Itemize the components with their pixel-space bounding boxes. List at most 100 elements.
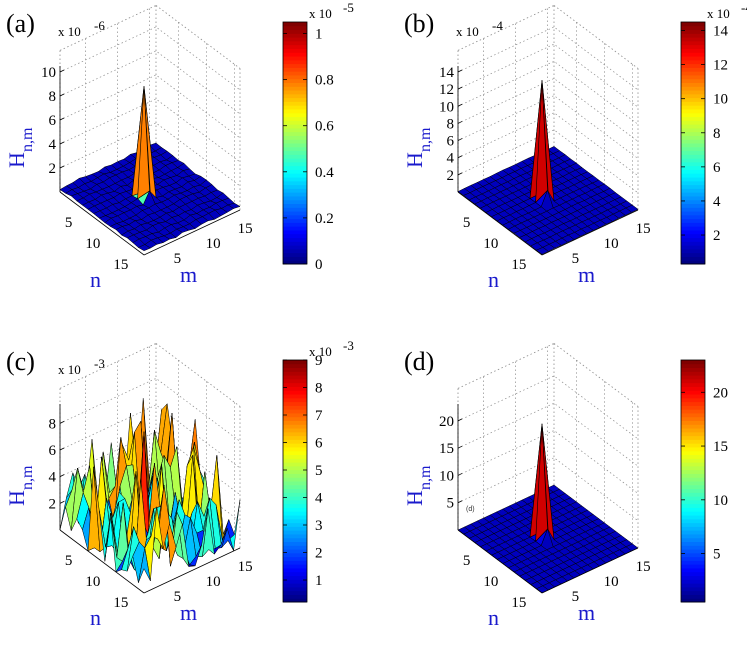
colorbar-step xyxy=(681,541,705,546)
colorbar-step xyxy=(681,22,705,27)
grid-walls xyxy=(457,343,639,548)
colorbar-step xyxy=(283,192,307,197)
colorbar-step xyxy=(681,484,705,490)
colorbar-step xyxy=(681,116,705,121)
z-tick-label: 10 xyxy=(41,65,56,81)
colorbar-step xyxy=(283,154,307,159)
colorbar-step xyxy=(283,93,307,99)
colorbar-step xyxy=(681,180,705,186)
z-axis-label: H xyxy=(4,490,29,506)
colorbar-step xyxy=(681,530,705,535)
colorbar-step xyxy=(681,405,705,410)
colorbar-step xyxy=(681,203,705,208)
colorbar-exponent-power: -4 xyxy=(741,0,747,15)
colorbar-step xyxy=(283,74,307,80)
colorbar-step xyxy=(681,552,705,558)
surface xyxy=(457,423,639,594)
panel-d: 5 10 15 20 5 10 15 5 10 15 Hn,m n m (d) (d) 5 10 15 20 xyxy=(402,343,728,630)
colorbar-step xyxy=(283,29,307,34)
colorbar-step xyxy=(681,184,705,189)
colorbar-step xyxy=(283,549,307,554)
colorbar-step xyxy=(283,67,307,72)
colorbar-step xyxy=(283,545,307,550)
colorbar-tick-label: 1 xyxy=(315,27,323,43)
colorbar-step xyxy=(283,165,307,170)
colorbar-step xyxy=(283,397,307,403)
axes: 5 10 15 20 5 10 15 5 10 15 xyxy=(439,404,651,611)
colorbar-step xyxy=(681,48,705,53)
z-tick-label: 10 xyxy=(439,99,454,115)
colorbar-step xyxy=(283,214,307,220)
colorbar-step xyxy=(283,556,307,561)
surface-facet xyxy=(535,423,548,543)
z-tick-label: 6 xyxy=(49,113,57,129)
colorbar-step xyxy=(681,154,705,159)
z-tick-label: 4 xyxy=(447,151,455,167)
colorbar-step xyxy=(283,462,307,467)
colorbar-step xyxy=(283,401,307,406)
colorbar-step xyxy=(283,473,307,478)
colorbar-step xyxy=(283,252,307,257)
colorbar-step xyxy=(283,124,307,129)
colorbar-step xyxy=(681,124,705,129)
colorbar-step xyxy=(681,507,705,512)
colorbar-step xyxy=(681,360,705,365)
z-tick-label: 5 xyxy=(447,496,455,512)
colorbar-tick-label: 0.6 xyxy=(315,119,334,135)
n-tick-label: 15 xyxy=(511,595,526,611)
colorbar-exponent: x 10 xyxy=(309,344,332,359)
z-tick-label: 15 xyxy=(439,441,454,457)
colorbar-step xyxy=(681,165,705,170)
colorbar-step xyxy=(681,567,705,573)
colorbar-tick-label: 10 xyxy=(713,493,728,509)
n-axis-label: n xyxy=(488,605,499,630)
colorbar-step xyxy=(681,44,705,49)
colorbar-step xyxy=(681,420,705,425)
colorbar-step xyxy=(283,108,307,114)
colorbar-step xyxy=(283,420,307,425)
z-tick-label: 8 xyxy=(49,89,57,105)
colorbar-step xyxy=(283,530,307,535)
colorbar-step xyxy=(681,237,705,242)
colorbar-step xyxy=(681,33,705,38)
colorbar-step xyxy=(681,82,705,87)
colorbar-tick-label: 6 xyxy=(713,160,721,176)
colorbar-step xyxy=(283,537,307,542)
colorbar-step xyxy=(681,207,705,212)
colorbar-step xyxy=(283,363,307,369)
colorbar-step xyxy=(283,233,307,239)
colorbar-step xyxy=(283,143,307,148)
colorbar-step xyxy=(681,575,705,580)
colorbar-step xyxy=(681,545,705,550)
axes: 2 4 6 8 5 10 15 5 10 15 x 10 -3 xyxy=(49,356,253,611)
n-tick-label: 10 xyxy=(483,236,498,252)
colorbar-step xyxy=(283,503,307,508)
colorbar-tick-label: 1 xyxy=(315,573,323,589)
m-axis-label: m xyxy=(578,600,595,625)
colorbar-step xyxy=(681,533,705,539)
colorbar-step xyxy=(283,469,307,474)
colorbar-step xyxy=(283,367,307,372)
colorbar-step xyxy=(283,560,307,565)
colorbar-step xyxy=(681,462,705,467)
z-tick-label: 6 xyxy=(447,134,455,150)
colorbar-tick-label: 0.2 xyxy=(315,211,334,227)
colorbar-step xyxy=(681,492,705,497)
colorbar-step xyxy=(283,180,307,186)
z-tick-label: 8 xyxy=(447,116,455,132)
z-tick-label: 14 xyxy=(439,65,455,81)
colorbar-tick-label: 10 xyxy=(713,92,728,108)
colorbar-step xyxy=(283,86,307,91)
colorbar-step xyxy=(283,97,307,102)
colorbar-step xyxy=(681,86,705,91)
colorbar-step xyxy=(681,435,705,440)
colorbar-step xyxy=(283,237,307,242)
colorbar-step xyxy=(681,579,705,584)
n-axis-label: n xyxy=(90,267,101,292)
colorbar-step xyxy=(283,594,307,599)
colorbar: 5 10 15 20 xyxy=(680,359,728,603)
colorbar-step xyxy=(681,56,705,61)
colorbar-step xyxy=(283,25,307,31)
colorbar-step xyxy=(283,139,307,144)
